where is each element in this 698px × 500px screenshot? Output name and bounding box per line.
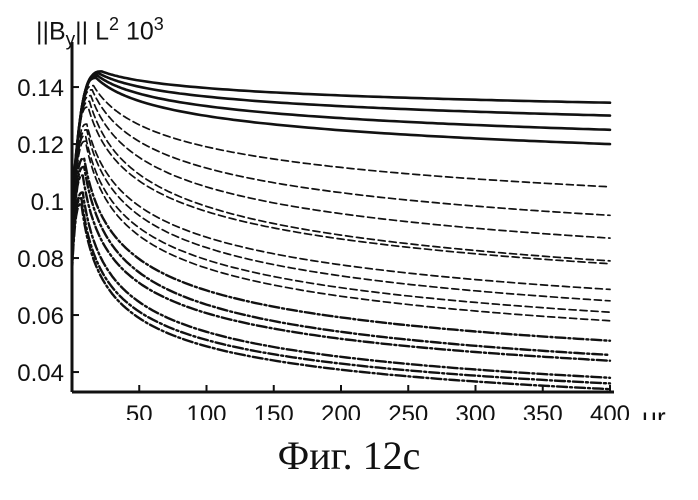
y-title-power: 2 — [109, 14, 119, 34]
curves-group — [72, 71, 610, 389]
x-tick-label-250: 250 — [388, 401, 428, 420]
y-tick-label-0: 0.04 — [17, 360, 64, 387]
x-tick-label-400: 400 — [590, 401, 630, 420]
y-tick-label-5: 0.14 — [17, 75, 64, 102]
x-tick-label-50: 50 — [126, 401, 153, 420]
y-tick-label-1: 0.06 — [17, 303, 64, 330]
x-tick-label-350: 350 — [523, 401, 563, 420]
y-tick-label-3: 0.1 — [31, 189, 64, 216]
y-title-tail: || L — [75, 17, 109, 45]
series-line-6 — [72, 90, 610, 230]
x-axis-title: μr — [642, 402, 666, 420]
y-tick-label-2: 0.08 — [17, 246, 64, 273]
y-title-scale-power: 3 — [154, 14, 164, 34]
chart-svg: 50 100 150 200 250 300 350 400 0.04 0.06 0.08 0.1 0.… — [0, 0, 698, 420]
x-tick-label-300: 300 — [455, 401, 495, 420]
x-tick-label-150: 150 — [254, 401, 294, 420]
y-title-scale: 10 — [119, 17, 154, 45]
y-title-subscript: y — [66, 29, 76, 50]
x-tick-label-200: 200 — [321, 401, 361, 420]
figure-caption: Фиг. 12c — [0, 432, 698, 479]
x-tick-label-100: 100 — [186, 401, 226, 420]
y-tick-label-4: 0.12 — [17, 132, 64, 159]
series-line-14 — [72, 158, 610, 340]
y-axis-title: ||By|| L2 103 — [36, 14, 164, 51]
y-title-norm: ||B — [36, 17, 66, 45]
